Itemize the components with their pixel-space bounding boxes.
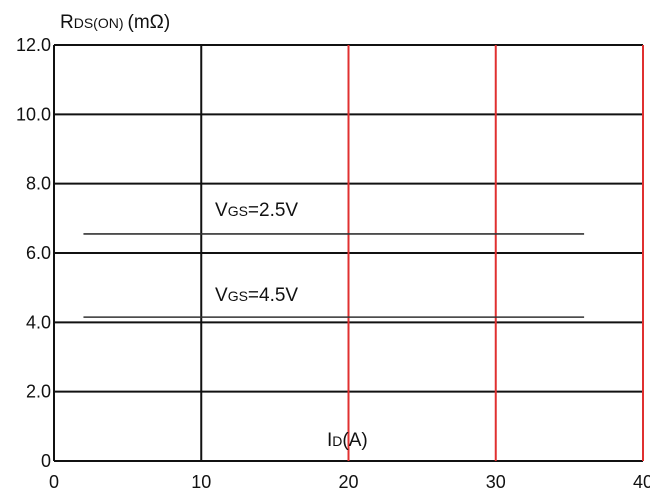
x-axis-label: ID(A) bbox=[327, 430, 368, 451]
y-tick-label: 6.0 bbox=[26, 243, 51, 263]
series-label-vgs-4-5: VGS=4.5V bbox=[215, 285, 298, 306]
y-axis-label-main: R bbox=[60, 12, 74, 33]
y-axis-label-unit: (mΩ) bbox=[128, 12, 171, 33]
x-tick-label: 0 bbox=[49, 472, 59, 492]
y-tick-label: 2.0 bbox=[26, 382, 51, 402]
x-axis-label-main: I bbox=[327, 430, 332, 451]
x-tick-label: 40 bbox=[633, 472, 650, 492]
y-tick-label: 8.0 bbox=[26, 174, 51, 194]
x-axis-label-unit: (A) bbox=[342, 430, 367, 451]
x-tick-label: 20 bbox=[338, 472, 358, 492]
x-tick-labels: 0 10 20 30 40 bbox=[49, 472, 650, 492]
x-tick-label: 30 bbox=[486, 472, 506, 492]
y-tick-label: 12.0 bbox=[16, 35, 51, 55]
y-tick-labels: 0 2.0 4.0 6.0 8.0 10.0 12.0 bbox=[16, 35, 51, 471]
y-axis-label-sub: DS(ON) bbox=[74, 15, 124, 31]
y-tick-label: 0 bbox=[41, 451, 51, 471]
y-axis-label: RDS(ON) (mΩ) bbox=[60, 12, 170, 33]
x-tick-label: 10 bbox=[191, 472, 211, 492]
red-gridlines bbox=[347, 45, 644, 461]
y-tick-label: 10.0 bbox=[16, 104, 51, 124]
series-label-vgs-2-5: VGS=2.5V bbox=[215, 200, 298, 221]
series-lines bbox=[83, 233, 585, 318]
y-tick-label: 4.0 bbox=[26, 312, 51, 332]
x-axis-label-sub: D bbox=[332, 433, 342, 449]
